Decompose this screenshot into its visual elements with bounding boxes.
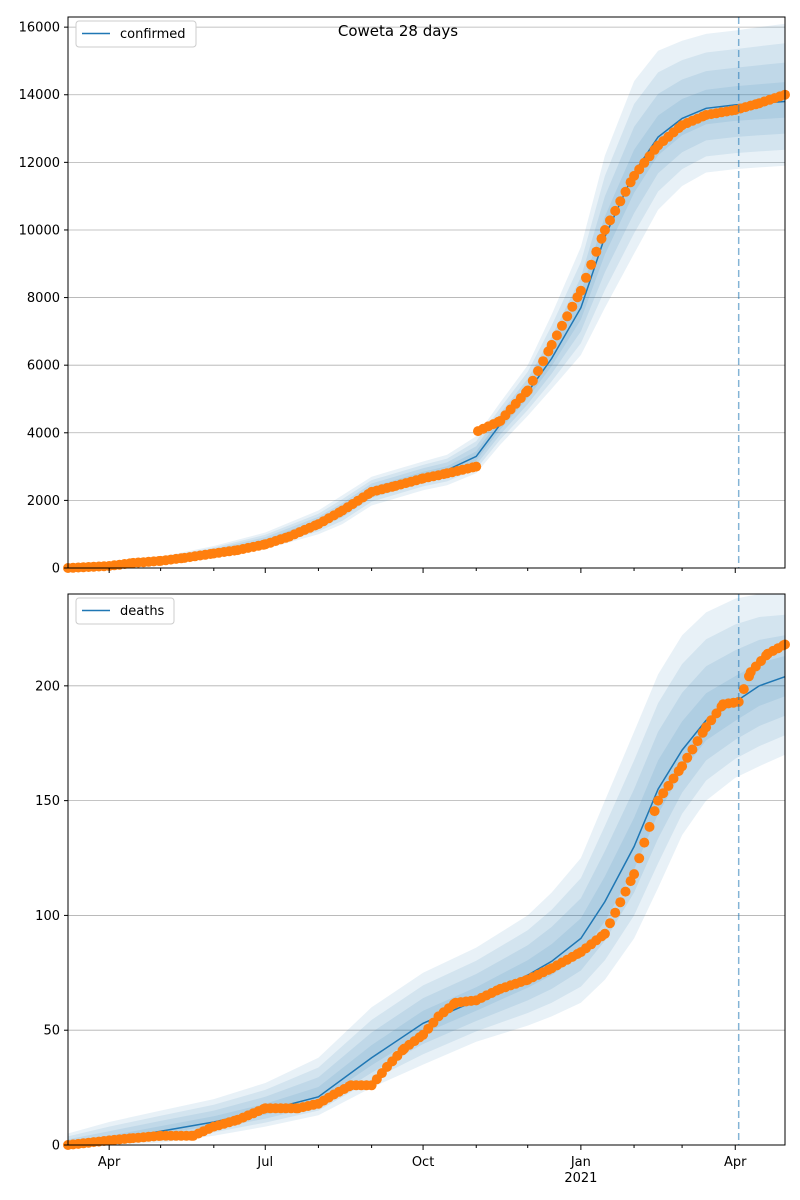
confirmed-panel: 0 2000 4000 6000 8000 10000 12000 14000 16000 Co… [19, 16, 790, 577]
observed-point [599, 225, 610, 235]
observed-point [629, 869, 640, 880]
y-tick-label: 4000 [27, 426, 60, 441]
uncertainty-band [68, 614, 785, 1145]
y-tick-label: 150 [35, 794, 60, 809]
observed-point [668, 773, 679, 784]
observed-point [610, 907, 621, 918]
observed-point [527, 375, 538, 386]
uncertainty-band [68, 23, 785, 569]
observed-point [567, 301, 578, 312]
confirmed-uncertainty-bands [68, 23, 785, 569]
observed-point [615, 897, 626, 908]
y-tick-label: 100 [35, 909, 60, 924]
observed-point [575, 285, 586, 296]
deaths-axes-frame [67, 593, 786, 1146]
legend-box [75, 20, 197, 48]
observed-point [639, 837, 650, 848]
observed-point [620, 186, 631, 197]
observed-point [596, 233, 607, 244]
observed-point [522, 385, 533, 396]
y-tick-label: 0 [52, 1139, 60, 1154]
y-tick-label: 14000 [19, 88, 60, 103]
observed-point [533, 366, 543, 376]
observed-point [634, 853, 645, 864]
uncertainty-band [68, 656, 785, 1145]
observed-point [557, 320, 567, 331]
observed-point [644, 821, 655, 832]
y-tick-label: 50 [43, 1024, 60, 1039]
observed-point [711, 708, 722, 719]
legend-box [75, 597, 175, 625]
x-tick-year-label: 2021 [564, 1171, 597, 1186]
y-tick-label: 6000 [27, 359, 60, 374]
confirmed-y-ticks: 0 2000 4000 6000 8000 10000 12000 14000 16000 [19, 21, 68, 577]
deaths-legend: deaths [75, 597, 175, 625]
x-tick-label: Jul [256, 1155, 273, 1170]
observed-point [551, 330, 562, 341]
observed-point [663, 780, 674, 791]
observed-point [591, 246, 602, 257]
deaths-observed-points [63, 639, 790, 1150]
observed-point [562, 311, 573, 322]
y-tick-label: 0 [52, 562, 60, 577]
observed-point [546, 339, 557, 350]
y-tick-label: 12000 [19, 156, 60, 171]
observed-point [738, 684, 749, 695]
legend-label-confirmed: confirmed [120, 27, 186, 42]
observed-point [538, 356, 549, 367]
deaths-uncertainty-bands [68, 594, 785, 1145]
uncertainty-band [68, 43, 785, 568]
confirmed-gridlines [68, 26, 785, 501]
x-tick-label: Jan [570, 1155, 591, 1170]
x-tick-label: Apr [724, 1155, 747, 1170]
y-tick-label: 16000 [19, 21, 60, 36]
observed-point [471, 461, 482, 472]
observed-point [615, 196, 626, 207]
observed-point [653, 795, 664, 806]
confirmed-legend: confirmed [75, 20, 197, 48]
x-tick-label: Oct [412, 1155, 434, 1170]
y-tick-label: 10000 [19, 223, 60, 238]
observed-point [687, 744, 698, 755]
observed-point [610, 205, 621, 216]
observed-point [605, 918, 615, 929]
observed-point [605, 215, 615, 226]
y-tick-label: 2000 [27, 494, 60, 509]
observed-point [701, 722, 712, 733]
uncertainty-band [68, 635, 785, 1145]
y-tick-label: 8000 [27, 291, 60, 306]
legend-label-deaths: deaths [120, 604, 165, 619]
observed-point [733, 696, 744, 707]
chart-title: Coweta 28 days [338, 22, 458, 40]
confirmed-axes-frame [67, 16, 786, 569]
observed-point [692, 736, 703, 747]
y-tick-label: 200 [35, 679, 60, 694]
observed-point [706, 715, 717, 726]
confirmed-x-ticks [108, 568, 736, 573]
observed-point [586, 259, 597, 270]
observed-point [649, 806, 660, 817]
observed-point [581, 272, 591, 283]
deaths-y-ticks: 0 50 100 150 200 [35, 679, 68, 1154]
observed-point [658, 788, 669, 799]
observed-point [599, 928, 610, 939]
observed-point [682, 752, 693, 763]
x-tick-label: Apr [98, 1155, 121, 1170]
confirmed-observed-points [63, 89, 790, 573]
observed-point [677, 761, 688, 772]
observed-point [620, 886, 631, 897]
